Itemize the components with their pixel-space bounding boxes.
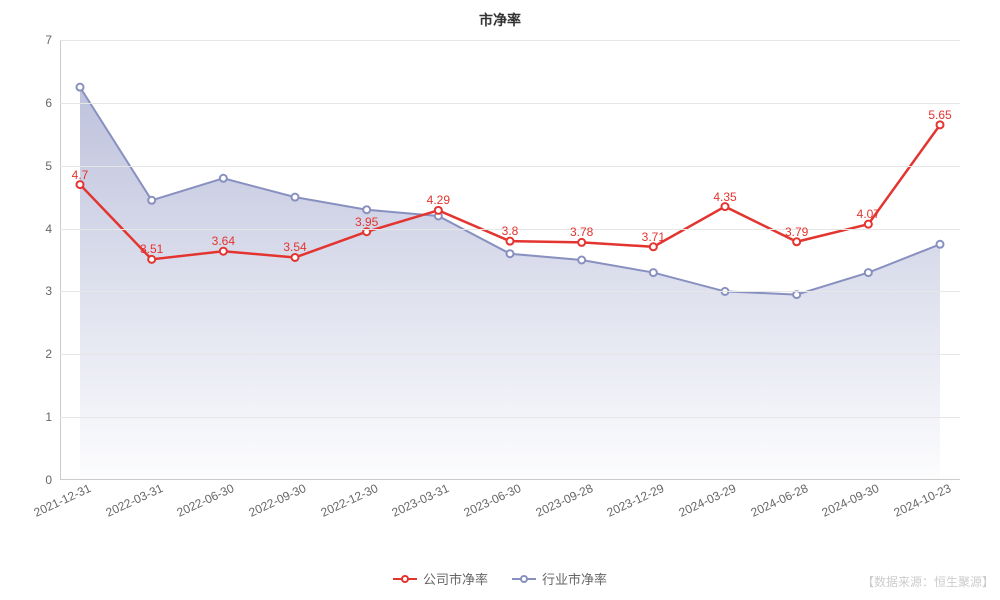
marker-industry	[77, 84, 84, 91]
marker-industry	[148, 197, 155, 204]
y-tick-label: 0	[45, 473, 60, 487]
legend: 公司市净率 行业市净率	[393, 569, 607, 588]
x-tick-label: 2024-03-29	[677, 481, 739, 520]
gridline	[60, 354, 960, 355]
marker-company	[77, 181, 84, 188]
y-tick-label: 6	[45, 96, 60, 110]
marker-company	[292, 254, 299, 261]
legend-item-company: 公司市净率	[393, 569, 488, 588]
value-label-company: 3.95	[355, 215, 378, 229]
value-label-company: 4.35	[713, 190, 736, 204]
pb-ratio-chart: 市净率 012345672021-12-312022-03-312022-06-…	[0, 0, 1000, 600]
legend-swatch-company	[393, 574, 417, 584]
marker-industry	[220, 175, 227, 182]
legend-swatch-industry	[512, 574, 536, 584]
x-tick-label: 2024-09-30	[820, 481, 882, 520]
marker-company	[435, 207, 442, 214]
x-tick-label: 2023-12-29	[605, 481, 667, 520]
marker-industry	[292, 194, 299, 201]
marker-company	[937, 121, 944, 128]
value-label-company: 3.78	[570, 226, 593, 240]
area-fill-industry	[80, 87, 940, 480]
chart-title: 市净率	[479, 10, 521, 30]
marker-industry	[650, 269, 657, 276]
y-tick-label: 7	[45, 33, 60, 47]
value-label-company: 3.79	[785, 225, 808, 239]
plot-area: 012345672021-12-312022-03-312022-06-3020…	[60, 40, 960, 480]
x-tick-label: 2022-12-30	[318, 481, 380, 520]
marker-company	[793, 238, 800, 245]
value-label-company: 5.65	[928, 108, 951, 122]
gridline	[60, 291, 960, 292]
y-tick-label: 3	[45, 284, 60, 298]
marker-industry	[578, 257, 585, 264]
x-tick-label: 2021-12-31	[32, 481, 94, 520]
legend-item-industry: 行业市净率	[512, 569, 607, 588]
marker-industry	[937, 241, 944, 248]
marker-company	[578, 239, 585, 246]
y-tick-label: 1	[45, 410, 60, 424]
series-layer	[60, 40, 960, 480]
x-tick-label: 2023-03-31	[390, 481, 452, 520]
x-tick-label: 2022-06-30	[175, 481, 237, 520]
data-source-note: 【数据来源：恒生聚源】	[862, 573, 994, 590]
value-label-company: 3.51	[140, 243, 163, 257]
x-tick-label: 2022-09-30	[247, 481, 309, 520]
value-label-company: 3.64	[212, 234, 235, 248]
gridline	[60, 166, 960, 167]
x-tick-label: 2024-10-23	[892, 481, 954, 520]
value-label-company: 4.07	[857, 207, 880, 221]
gridline	[60, 40, 960, 41]
legend-label-industry: 行业市净率	[542, 569, 607, 588]
y-tick-label: 5	[45, 159, 60, 173]
y-tick-label: 4	[45, 222, 60, 236]
value-label-company: 4.7	[72, 168, 89, 182]
x-tick-label: 2024-06-28	[748, 481, 810, 520]
marker-company	[148, 256, 155, 263]
x-tick-label: 2022-03-31	[103, 481, 165, 520]
marker-industry	[507, 250, 514, 257]
value-label-company: 4.29	[427, 194, 450, 208]
marker-company	[722, 203, 729, 210]
value-label-company: 3.54	[283, 241, 306, 255]
marker-company	[650, 243, 657, 250]
gridline	[60, 417, 960, 418]
marker-company	[865, 221, 872, 228]
value-label-company: 3.8	[502, 224, 519, 238]
marker-industry	[363, 206, 370, 213]
gridline	[60, 103, 960, 104]
x-tick-label: 2023-06-30	[462, 481, 524, 520]
x-tick-label: 2023-09-28	[533, 481, 595, 520]
value-label-company: 3.71	[642, 230, 665, 244]
marker-industry	[865, 269, 872, 276]
marker-company	[220, 248, 227, 255]
y-tick-label: 2	[45, 347, 60, 361]
marker-company	[507, 238, 514, 245]
legend-label-company: 公司市净率	[423, 569, 488, 588]
